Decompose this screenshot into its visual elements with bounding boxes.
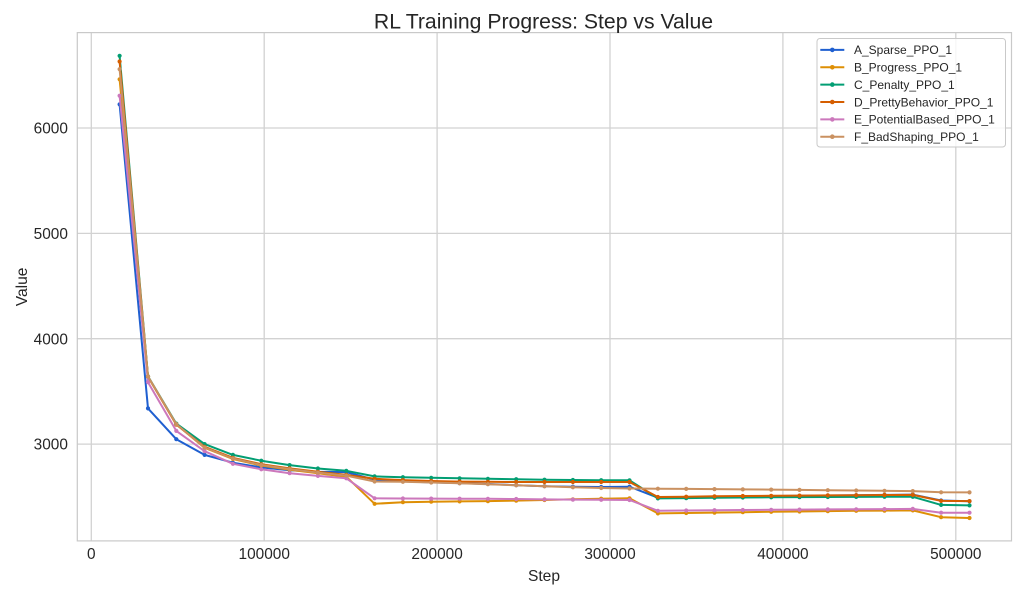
svg-text:500000: 500000 xyxy=(930,546,981,563)
svg-text:C_Penalty_PPO_1: C_Penalty_PPO_1 xyxy=(854,78,955,92)
svg-text:0: 0 xyxy=(87,546,96,563)
svg-text:300000: 300000 xyxy=(584,546,635,563)
svg-text:4000: 4000 xyxy=(34,331,68,348)
svg-text:5000: 5000 xyxy=(34,226,68,243)
svg-text:200000: 200000 xyxy=(411,546,462,563)
svg-text:3000: 3000 xyxy=(34,437,68,454)
svg-text:D_PrettyBehavior_PPO_1: D_PrettyBehavior_PPO_1 xyxy=(854,95,994,109)
svg-text:RL Training Progress: Step vs: RL Training Progress: Step vs Value xyxy=(374,10,713,33)
svg-text:6000: 6000 xyxy=(34,121,68,138)
svg-text:Value: Value xyxy=(14,268,31,307)
svg-text:B_Progress_PPO_1: B_Progress_PPO_1 xyxy=(854,61,962,75)
svg-text:F_BadShaping_PPO_1: F_BadShaping_PPO_1 xyxy=(854,130,979,144)
svg-text:400000: 400000 xyxy=(757,546,808,563)
svg-text:100000: 100000 xyxy=(239,546,290,563)
svg-text:A_Sparse_PPO_1: A_Sparse_PPO_1 xyxy=(854,43,952,57)
svg-text:Step: Step xyxy=(528,568,560,585)
svg-text:E_PotentialBased_PPO_1: E_PotentialBased_PPO_1 xyxy=(854,113,995,127)
